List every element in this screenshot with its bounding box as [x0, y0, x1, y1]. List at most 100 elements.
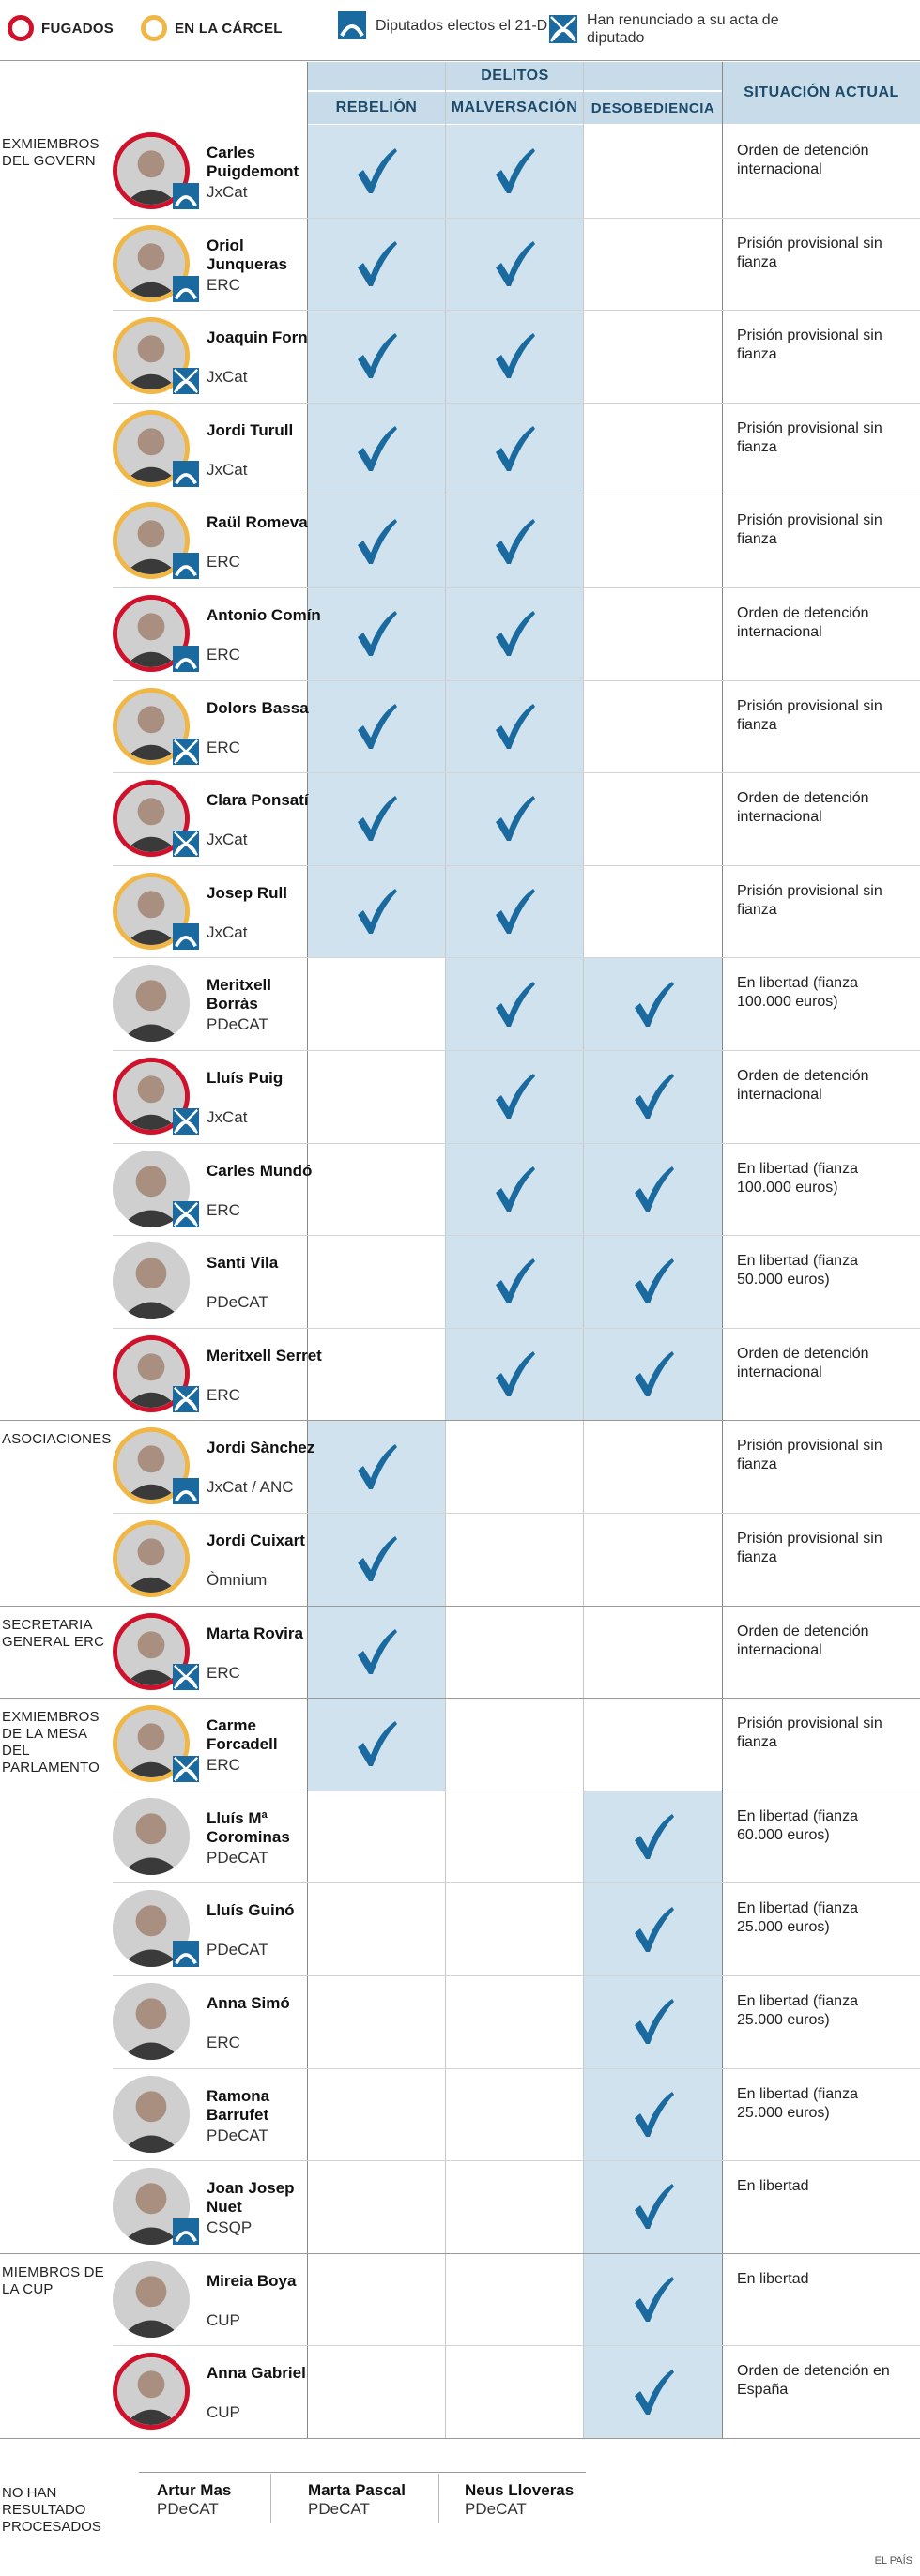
column-divider	[307, 62, 308, 2438]
person-party: ERC	[207, 738, 240, 756]
avatar	[113, 1983, 190, 2060]
check-icon	[493, 1165, 536, 1213]
footer-rule	[139, 2472, 586, 2473]
column-divider	[583, 62, 584, 2438]
person-name: Marta Rovira	[207, 1623, 303, 1642]
column-divider	[445, 62, 446, 2438]
status-text: Orden de detención internacional	[737, 1068, 869, 1103]
row-divider	[113, 1327, 920, 1329]
legend-renunciado-label: Han renunciado a su acta de diputado	[587, 12, 779, 46]
legend-fugados: FUGADOS	[8, 15, 114, 41]
avatar	[113, 1797, 190, 1875]
renunciado-badge-icon	[173, 368, 199, 395]
status-text: En libertad (fianza 60.000 euros)	[737, 1807, 858, 1843]
person-name: Carles Puigdemont	[207, 144, 299, 180]
yellow-ring-icon	[141, 15, 167, 41]
person-party: JxCat	[207, 460, 248, 479]
check-icon	[493, 424, 536, 473]
status-text: Orden de detención en España	[737, 2363, 890, 2399]
person-party: ERC	[207, 1200, 240, 1219]
header-malversacion: MALVERSACIÓN	[446, 92, 583, 124]
avatar	[113, 965, 190, 1043]
check-icon	[632, 1905, 675, 1954]
renunciado-badge-icon	[173, 1385, 199, 1412]
row-divider	[113, 1513, 920, 1514]
person-name: Raül Romeva	[207, 513, 308, 532]
status-text: Orden de detención internacional	[737, 605, 869, 640]
status-text: Orden de detención internacional	[737, 790, 869, 826]
status-text: En libertad (fianza 25.000 euros)	[737, 1993, 858, 2028]
check-icon	[493, 887, 536, 936]
check-icon	[493, 702, 536, 751]
person-party: JxCat / ANC	[207, 1478, 294, 1497]
credit: EL PAÍS	[874, 2555, 912, 2567]
legend-fugados-label: FUGADOS	[41, 20, 115, 37]
status-text: Prisión provisional sin fianza	[737, 1438, 882, 1473]
person-name: Lluís Mª Corominas	[207, 1808, 290, 1846]
electo-badge-icon	[173, 553, 199, 580]
check-icon	[355, 331, 398, 380]
group-divider	[0, 1605, 920, 1607]
check-icon	[355, 1627, 398, 1676]
footer-label: NO HAN RESULTADO PROCESADOS	[2, 2485, 101, 2535]
table-row: Carles Puigdemont JxCat Orden de detención…	[0, 125, 920, 218]
electo-badge-icon	[173, 460, 199, 487]
row-divider	[113, 1882, 920, 1884]
table-row: Josep Rull JxCat Prisión provisional sin f…	[0, 865, 920, 958]
person-name: Anna Simó	[207, 1994, 290, 2012]
person-name: Santi Vila	[207, 1254, 279, 1273]
person-party: CUP	[207, 2403, 240, 2422]
row-divider	[113, 679, 920, 681]
table-row: Marta Rovira ERC Orden de detención intern…	[0, 1606, 920, 1699]
electo-badge-icon	[173, 646, 199, 672]
footer-person-name: Marta Pascal	[308, 2481, 406, 2499]
row-divider	[113, 772, 920, 774]
check-icon	[493, 517, 536, 566]
renunciado-badge-icon	[173, 831, 199, 858]
table-bottom-rule	[0, 2438, 920, 2439]
table-row: Raül Romeva ERC Prisión provisional sin fi…	[0, 495, 920, 587]
check-icon	[355, 424, 398, 473]
row-divider	[113, 957, 920, 959]
row-divider	[113, 2067, 920, 2069]
electo-badge-icon	[173, 2218, 199, 2246]
person-party: Òmnium	[207, 1571, 268, 1589]
table-row: Joan Josep Nuet CSQP En libertad	[0, 2160, 920, 2253]
red-ring-icon	[8, 15, 34, 41]
table-row: Carles Mundó ERC En libertad (fianza 100.0…	[0, 1143, 920, 1236]
check-icon	[493, 609, 536, 658]
avatar	[113, 1242, 190, 1320]
check-icon	[355, 1719, 398, 1768]
person-name: Clara Ponsatí	[207, 791, 309, 810]
status-text: En libertad	[737, 2270, 809, 2287]
person-party: ERC	[207, 1663, 240, 1682]
footer-separator	[270, 2474, 271, 2523]
check-icon	[355, 794, 398, 843]
check-icon	[632, 980, 675, 1029]
footer-separator	[438, 2474, 439, 2523]
check-icon	[355, 609, 398, 658]
legend: FUGADOS EN LA CÁRCEL Diputados electos e…	[0, 0, 920, 58]
legend-diputados: Diputados electos el 21-D	[338, 11, 573, 39]
legend-diputados-label: Diputados electos el 21-D	[376, 17, 548, 34]
table-row: Meritxell Serret ERC Orden de detención in…	[0, 1328, 920, 1421]
footer-person-artur-mas: Artur Mas PDeCAT	[157, 2481, 231, 2519]
footer-person-party: PDeCAT	[308, 2500, 370, 2518]
check-icon	[632, 1812, 675, 1861]
check-icon	[355, 702, 398, 751]
group-divider	[0, 1698, 920, 1700]
check-icon	[493, 1072, 536, 1120]
person-party: PDeCAT	[207, 1848, 268, 1867]
check-icon	[632, 1072, 675, 1120]
person-name: Meritxell Serret	[207, 1346, 322, 1364]
electo-badge-icon	[173, 1941, 199, 1968]
status-text: En libertad	[737, 2178, 809, 2195]
table-row: Clara Ponsatí JxCat Orden de detención int…	[0, 772, 920, 865]
group-label: ASOCIACIONES	[2, 1431, 112, 1448]
check-icon	[355, 239, 398, 288]
person-name: Dolors Bassa	[207, 698, 309, 717]
person-party: PDeCAT	[207, 1015, 268, 1034]
check-icon	[493, 794, 536, 843]
legend-renunciado: Han renunciado a su acta de diputado	[549, 11, 784, 47]
check-icon	[493, 1257, 536, 1305]
